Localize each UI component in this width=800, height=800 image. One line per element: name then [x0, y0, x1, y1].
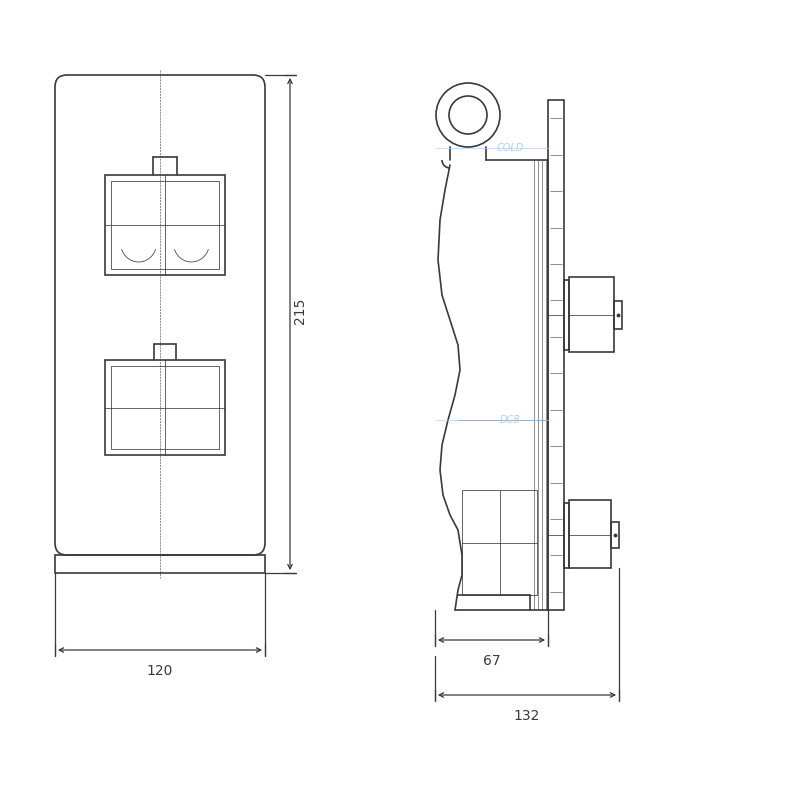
Bar — [105, 175, 225, 275]
Bar — [105, 360, 225, 455]
Bar — [614, 301, 622, 329]
Bar — [111, 366, 219, 449]
Bar — [569, 277, 614, 352]
Text: 132: 132 — [514, 709, 540, 723]
Bar — [111, 181, 219, 269]
Text: 215: 215 — [293, 298, 307, 324]
Bar — [564, 280, 569, 350]
Text: 120: 120 — [147, 664, 173, 678]
Bar — [569, 500, 611, 568]
Bar — [55, 555, 265, 573]
Bar — [564, 503, 569, 568]
Text: DCB: DCB — [499, 415, 521, 425]
Text: 67: 67 — [482, 654, 500, 668]
Text: COLD: COLD — [496, 143, 524, 153]
Bar — [548, 100, 564, 610]
Bar — [611, 522, 619, 548]
Bar — [462, 490, 537, 595]
